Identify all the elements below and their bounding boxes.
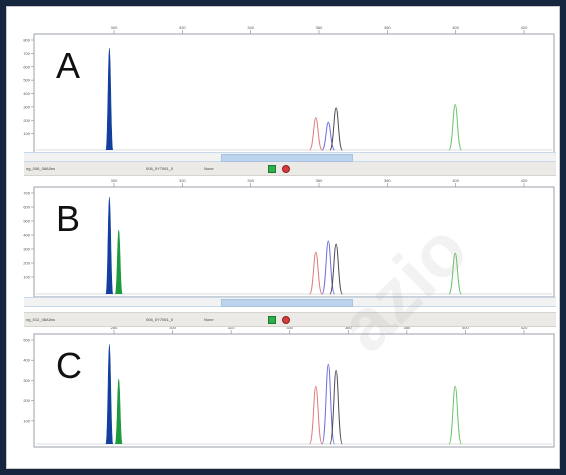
peak <box>329 369 343 445</box>
y-tick-label: 500 <box>23 338 30 343</box>
panel-label: A <box>56 45 80 86</box>
y-tick-label: 500 <box>23 78 30 83</box>
y-tick-label: 300 <box>23 247 30 252</box>
check-icon[interactable] <box>268 316 276 324</box>
x-tick-label: 300 <box>111 178 118 183</box>
x-tick-label: 420 <box>521 25 528 30</box>
peak <box>309 385 323 445</box>
peak <box>105 196 114 295</box>
peak <box>309 251 323 295</box>
peak <box>105 47 114 151</box>
x-tick-label: 320 <box>179 25 186 30</box>
x-tick-label: 400 <box>462 325 469 330</box>
x-tick-label: 400 <box>452 25 459 30</box>
y-tick-label: 700 <box>23 51 30 56</box>
check-icon[interactable] <box>268 165 276 173</box>
plot-area <box>33 33 555 154</box>
horizontal-scrollbar[interactable] <box>24 297 556 307</box>
y-tick-label: 300 <box>23 104 30 109</box>
x-tick-label: 280 <box>111 325 118 330</box>
peak <box>321 363 336 445</box>
x-tick-label: 360 <box>316 25 323 30</box>
horizontal-scrollbar[interactable] <box>24 152 556 162</box>
y-tick-label: 400 <box>23 358 30 363</box>
y-tick-label: 100 <box>23 275 30 280</box>
sample-status-bar: ng_006_08A0ns 006_0Y7061_0 None <box>24 161 556 176</box>
x-tick-label: 420 <box>521 325 528 330</box>
x-tick-label: 400 <box>452 178 459 183</box>
panel-label: C <box>56 345 82 386</box>
sample-file: 006_0Y7061_0 <box>146 317 174 322</box>
x-tick-label: 300 <box>169 325 176 330</box>
x-tick-label: 360 <box>345 325 352 330</box>
y-tick-label: 200 <box>23 261 30 266</box>
peak <box>329 243 343 295</box>
record-icon[interactable] <box>282 165 290 173</box>
sample-name: ng_006_08A0ns <box>26 166 56 171</box>
x-tick-label: 300 <box>111 25 118 30</box>
y-tick-label: 200 <box>23 398 30 403</box>
sample-none-label: None <box>204 317 214 322</box>
y-tick-label: 700 <box>23 191 30 196</box>
peak <box>114 229 123 295</box>
x-tick-label: 420 <box>521 178 528 183</box>
y-tick-label: 100 <box>23 418 30 423</box>
x-tick-label: 320 <box>179 178 186 183</box>
y-tick-label: 500 <box>23 219 30 224</box>
sample-status-bar: ng_012_08A0ns 006_0Y7061_0 None <box>24 312 556 327</box>
peak <box>114 378 123 445</box>
panel-label: B <box>56 198 80 239</box>
peak <box>105 343 114 445</box>
x-tick-label: 340 <box>286 325 293 330</box>
x-tick-label: 380 <box>384 178 391 183</box>
peak <box>448 385 462 445</box>
y-tick-label: 400 <box>23 233 30 238</box>
sample-file: 006_0Y7061_0 <box>146 166 174 171</box>
x-tick-label: 360 <box>316 178 323 183</box>
y-tick-label: 300 <box>23 378 30 383</box>
record-icon[interactable] <box>282 316 290 324</box>
x-tick-label: 380 <box>404 325 411 330</box>
peak <box>448 103 462 151</box>
x-tick-label: 380 <box>384 25 391 30</box>
y-tick-label: 600 <box>23 64 30 69</box>
peak <box>329 107 343 151</box>
sample-none-label: None <box>204 166 214 171</box>
y-tick-label: 600 <box>23 205 30 210</box>
scrollbar-thumb[interactable] <box>220 299 353 307</box>
y-tick-label: 400 <box>23 91 30 96</box>
scrollbar-thumb[interactable] <box>220 154 353 162</box>
peak <box>448 252 462 295</box>
y-tick-label: 200 <box>23 118 30 123</box>
x-tick-label: 340 <box>247 25 254 30</box>
y-tick-label: 800 <box>23 38 30 43</box>
y-tick-label: 100 <box>23 131 30 136</box>
x-tick-label: 340 <box>247 178 254 183</box>
peak <box>309 117 323 151</box>
x-tick-label: 320 <box>228 325 235 330</box>
sample-name: ng_012_08A0ns <box>26 317 56 322</box>
